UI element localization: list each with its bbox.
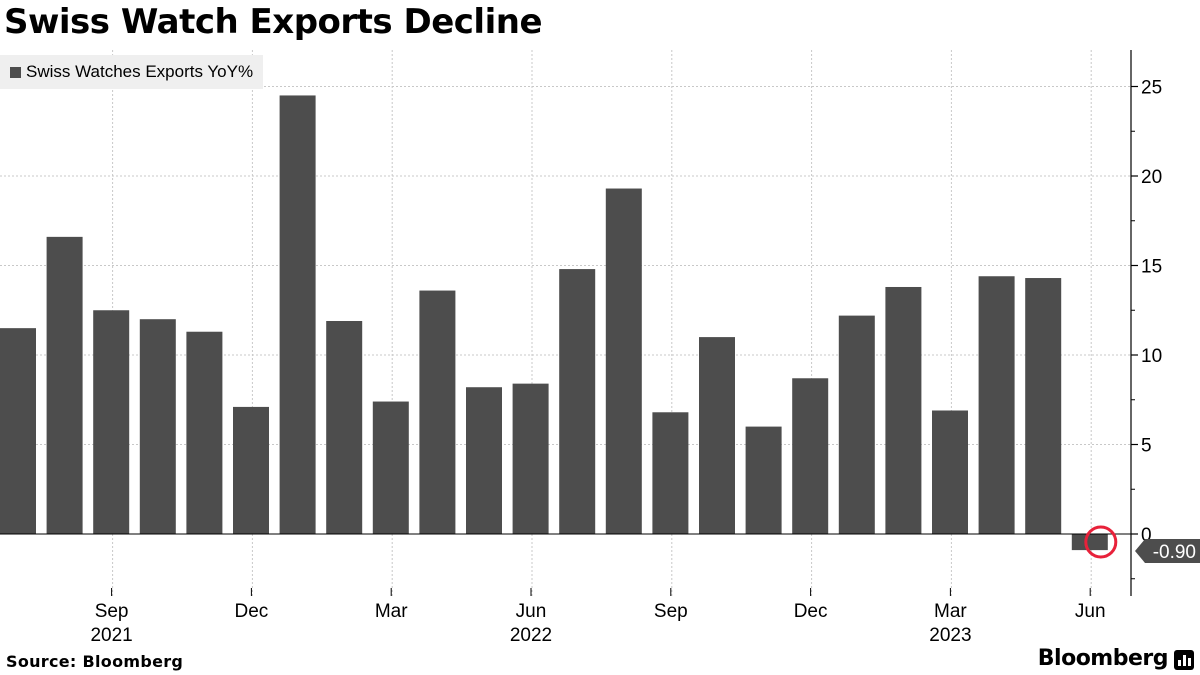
highlight-circle [1084,525,1118,559]
bar [885,286,922,534]
bar [186,331,223,534]
brand-logo: Bloomberg [1037,646,1169,671]
bar [419,290,456,534]
bar [326,320,363,534]
y-tick-label: 20 [1141,167,1162,188]
bar [838,315,875,534]
bar [93,310,130,534]
x-tick-label: Sep [654,601,688,622]
bar-chart-icon [1174,650,1194,670]
y-tick-label: 0 [1141,525,1152,546]
y-tick-label: 25 [1141,78,1162,99]
bar [233,406,269,534]
bar [1025,278,1062,534]
bar [745,426,782,534]
x-year-label: 2022 [510,625,552,646]
bar [699,337,735,534]
x-tick-label: Mar [375,601,408,622]
y-tick-label: 5 [1141,436,1152,457]
bar [512,383,549,534]
bar [605,188,642,534]
legend-label: Swiss Watches Exports YoY% [26,62,254,81]
legend-swatch [10,66,21,78]
x-tick-label: Sep [95,601,129,622]
x-tick-label: Mar [934,601,967,622]
y-tick-label: 10 [1141,346,1162,367]
chart-title: Swiss Watch Exports Decline [4,2,543,42]
source-note: Source: Bloomberg [6,652,184,671]
x-tick-label: Dec [794,601,828,622]
bar [466,387,502,534]
x-tick-label: Dec [235,601,269,622]
bar [792,378,829,534]
x-year-label: 2023 [929,625,971,646]
bar [0,328,36,534]
bar [978,276,1015,534]
last-value-callout [1135,539,1200,563]
bar [46,236,83,535]
bar [932,410,968,534]
x-tick-label: Jun [516,601,547,622]
last-value-label: -0.90 [1153,542,1196,563]
bar [139,319,176,534]
bar [1071,534,1108,551]
x-tick-label: Jun [1075,601,1106,622]
y-tick-label: 15 [1141,257,1162,278]
bar [652,412,689,534]
bar [279,95,316,534]
legend: Swiss Watches Exports YoY% [0,55,264,89]
bar [372,401,409,534]
x-year-label: 2021 [90,625,132,646]
bar [559,269,596,534]
